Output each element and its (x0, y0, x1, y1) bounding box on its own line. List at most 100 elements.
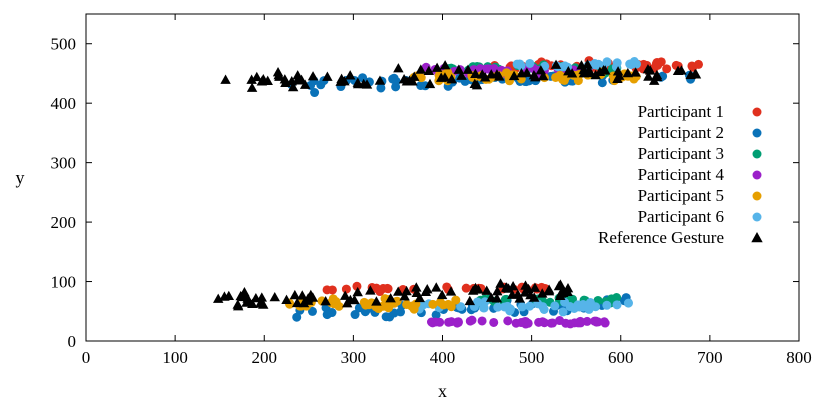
legend-label-participant-2: Participant 2 (638, 123, 724, 142)
reference-gesture-point (445, 286, 457, 296)
reference-gesture-point (578, 64, 589, 75)
reference-gesture-point (393, 63, 404, 73)
x-tick-label: 200 (252, 348, 278, 367)
participant-1-point (639, 59, 649, 69)
participant-4-point (539, 318, 549, 328)
reference-gesture-point (431, 282, 442, 292)
participant-6-point (585, 297, 595, 307)
participant-4-point (503, 316, 513, 326)
participant-1-point (352, 281, 362, 291)
legend-bg (578, 144, 754, 164)
x-tick-label: 700 (697, 348, 723, 367)
participant-4-point (600, 318, 610, 328)
x-tick-label: 300 (341, 348, 367, 367)
reference-gesture-point (409, 71, 420, 81)
reference-gesture-point (385, 293, 396, 303)
x-tick-label: 0 (82, 348, 91, 367)
x-tick-label: 400 (430, 348, 456, 367)
reference-gesture-point (464, 295, 476, 306)
legend-marker-participant-3 (752, 149, 762, 159)
participant-6-point (517, 302, 527, 312)
reference-gesture-point (291, 297, 303, 308)
reference-gesture-point (242, 293, 253, 303)
reference-gesture-point (501, 282, 513, 293)
legend: Participant 1 Participant 2 Participant 3 P… (578, 102, 763, 248)
y-tick-label: 500 (51, 35, 77, 54)
reference-gesture-point (471, 79, 483, 90)
reference-gesture-point (299, 79, 311, 89)
participant-5-point (392, 296, 402, 306)
participant-2-point (416, 81, 426, 91)
participant-6-point (612, 300, 622, 310)
reference-gesture-point (336, 73, 347, 83)
x-tick-label: 600 (608, 348, 634, 367)
reference-gesture-point (630, 67, 641, 77)
participant-6-point (456, 302, 466, 312)
reference-gesture-point (320, 296, 331, 306)
participant-6-point (558, 307, 568, 317)
legend-marker-participant-5 (752, 191, 762, 201)
legend-bg (578, 186, 754, 206)
reference-gesture-point (525, 289, 536, 300)
reference-gesture-point (520, 280, 531, 290)
reference-gesture-point (612, 73, 623, 84)
reference-gesture-point (281, 294, 292, 304)
participant-5-point (328, 294, 338, 304)
participant-4-point (489, 317, 499, 327)
legend-label-participant-3: Participant 3 (638, 144, 724, 163)
participant-6-point (493, 302, 503, 312)
reference-gesture-point (247, 298, 258, 309)
reference-gesture-point (492, 285, 503, 296)
participant-6-point (550, 301, 560, 311)
participant-1-point (687, 61, 697, 71)
participant-1-point (327, 285, 337, 295)
y-tick-label: 0 (68, 332, 77, 351)
participant-1-point (372, 283, 382, 293)
participant-6-point (569, 303, 579, 313)
participant-5-point (428, 299, 438, 309)
reference-gesture-point (550, 59, 562, 69)
participant-4-point (511, 318, 521, 328)
reference-gesture-point (612, 66, 624, 76)
reference-gesture-point (582, 59, 593, 69)
reference-gesture-point (361, 79, 373, 89)
reference-gesture-point (543, 285, 555, 296)
legend-marker-participant-4 (752, 170, 762, 180)
reference-gesture-point (220, 74, 231, 84)
participant-6-point (480, 297, 490, 307)
reference-gesture-point (269, 291, 280, 302)
reference-gesture-point (239, 287, 250, 297)
reference-gesture-point (643, 71, 654, 81)
x-tick-label: 800 (786, 348, 812, 367)
participant-4-point (477, 316, 487, 326)
reference-gesture-point (648, 75, 660, 85)
legend-label-reference-gesture: Reference Gesture (598, 228, 724, 247)
participant-4-point (590, 316, 600, 326)
participant-2-point (391, 76, 401, 86)
reference-gesture-point (672, 65, 684, 76)
reference-gesture-point (495, 278, 506, 288)
points-layer (212, 56, 704, 329)
reference-gesture-point (289, 289, 301, 300)
participant-5-point (361, 300, 371, 310)
participant-6-point (560, 61, 570, 71)
participant-4-point (565, 319, 575, 329)
reference-gesture-point (345, 294, 356, 305)
participant-6-point (418, 300, 428, 310)
participant-4-point (444, 317, 454, 327)
y-tick-label: 200 (51, 213, 77, 232)
participant-2-point (350, 310, 360, 320)
participant-2-point (310, 88, 320, 98)
participant-5-point (334, 301, 344, 311)
legend-bg (578, 207, 754, 227)
reference-gesture-point (232, 299, 243, 309)
reference-gesture-point (431, 62, 443, 72)
participant-5-point (438, 300, 448, 310)
participant-2-point (376, 83, 386, 93)
reference-gesture-point (651, 69, 663, 80)
reference-gesture-point (415, 64, 427, 74)
reference-gesture-point (537, 70, 549, 81)
x-tick-label: 100 (162, 348, 188, 367)
reference-gesture-point (322, 71, 333, 81)
reference-gesture-point (371, 296, 382, 306)
